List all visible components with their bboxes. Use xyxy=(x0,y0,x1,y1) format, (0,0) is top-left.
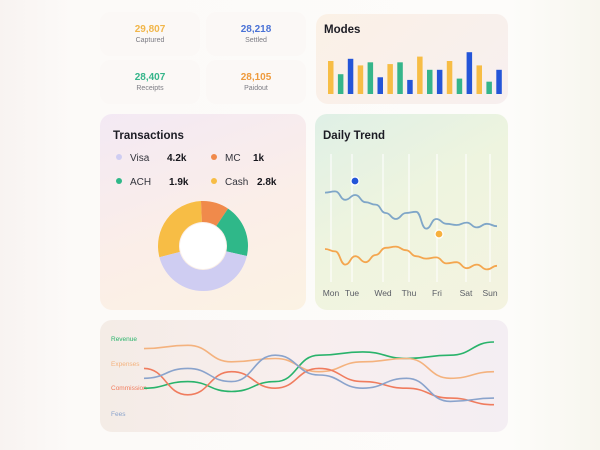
modes-title: Modes xyxy=(324,24,361,36)
legend-cash[interactable]: Cash xyxy=(211,177,248,188)
modes-bar[interactable] xyxy=(417,56,423,94)
stat-value: 28,105 xyxy=(240,72,272,83)
trend-card: Daily Trend Mon Tue Wed Thu Fri Sat Sun xyxy=(315,114,508,310)
trend-marker[interactable] xyxy=(434,229,444,239)
legend-label: MC xyxy=(225,153,241,164)
modes-bar[interactable] xyxy=(367,62,374,94)
trend-day-label: Mon xyxy=(323,288,340,298)
dot-icon xyxy=(116,154,122,160)
modes-bar[interactable] xyxy=(496,69,502,94)
modes-bar[interactable] xyxy=(446,61,453,94)
legend-value: 4.2k xyxy=(167,153,187,164)
wave-line-chart: Revenue Expenses Commission Fees xyxy=(111,336,495,418)
stat-value: 28,407 xyxy=(134,72,166,83)
modes-bar[interactable] xyxy=(397,62,403,94)
modes-bar[interactable] xyxy=(427,69,433,94)
modes-bar[interactable] xyxy=(328,61,334,94)
legend-value-visa: 4.2k xyxy=(167,153,186,164)
legend-value-cash: 2.8k xyxy=(257,177,276,188)
wave-line-fees[interactable] xyxy=(143,354,495,403)
wave-card: Revenue Expenses Commission Fees xyxy=(100,320,508,432)
legend-ach[interactable]: ACH xyxy=(116,177,151,188)
legend-value: 1.9k xyxy=(169,177,189,188)
stat-settled[interactable]: 28,218 Settled xyxy=(206,12,306,56)
trend-day-label: Thu xyxy=(402,288,417,298)
wave-line-expenses[interactable] xyxy=(143,344,495,380)
legend-value-mc: 1k xyxy=(253,153,264,164)
stat-captured[interactable]: 29,807 Captured xyxy=(100,12,200,56)
dot-icon xyxy=(211,154,217,160)
stat-paidout[interactable]: 28,105 Paidout xyxy=(206,60,306,104)
donut-slice-visa[interactable] xyxy=(159,251,247,291)
legend-value: 1k xyxy=(253,153,265,164)
wave-series-label: Commission xyxy=(111,385,147,392)
trend-marker[interactable] xyxy=(350,176,360,186)
stats-panel: 29,807 Captured 28,218 Settled 28,407 Re… xyxy=(100,12,308,104)
trend-line-blue[interactable] xyxy=(324,190,498,230)
legend-label: Visa xyxy=(130,153,150,164)
stat-value: 29,807 xyxy=(134,24,166,35)
modes-bar[interactable] xyxy=(337,74,344,94)
stat-label: Paidout xyxy=(244,85,268,92)
modes-bar[interactable] xyxy=(347,58,354,94)
trend-day-label: Wed xyxy=(374,288,392,298)
modes-bar[interactable] xyxy=(436,69,443,94)
legend-value-ach: 1.9k xyxy=(169,177,188,188)
modes-card: Modes xyxy=(316,14,508,104)
modes-bar[interactable] xyxy=(456,78,463,94)
stat-label: Receipts xyxy=(136,85,164,92)
legend-label: ACH xyxy=(130,177,152,188)
donut-slice-cash[interactable] xyxy=(158,201,202,258)
modes-bar[interactable] xyxy=(486,81,492,94)
modes-bar-chart xyxy=(328,52,502,94)
transactions-donut xyxy=(158,201,248,291)
modes-bar[interactable] xyxy=(357,65,364,94)
trend-day-label: Fri xyxy=(432,288,442,298)
modes-bar[interactable] xyxy=(407,79,413,94)
wave-series-label: Fees xyxy=(111,411,126,418)
dot-icon xyxy=(211,178,217,184)
donut-slice-ach[interactable] xyxy=(216,208,248,257)
modes-bar[interactable] xyxy=(476,65,483,94)
wave-line-revenue[interactable] xyxy=(143,341,495,393)
stat-receipts[interactable]: 28,407 Receipts xyxy=(100,60,200,104)
wave-series-label: Revenue xyxy=(111,336,137,343)
trend-line-chart: Mon Tue Wed Thu Fri Sat Sun xyxy=(323,154,498,298)
trend-day-label: Sat xyxy=(460,288,473,298)
modes-bar[interactable] xyxy=(466,52,473,94)
stat-value: 28,218 xyxy=(240,24,272,35)
modes-bar[interactable] xyxy=(387,64,393,94)
legend-label: Cash xyxy=(225,177,249,188)
trend-line-orange[interactable] xyxy=(324,245,498,271)
donut-slice-mc[interactable] xyxy=(200,201,229,227)
trend-title: Daily Trend xyxy=(323,130,385,142)
transactions-title: Transactions xyxy=(113,130,184,142)
wave-series-label: Expenses xyxy=(111,361,140,368)
legend-value: 2.8k xyxy=(257,177,277,188)
legend-mc[interactable]: MC xyxy=(211,153,241,164)
donut-hole xyxy=(180,223,226,269)
stat-label: Settled xyxy=(245,37,267,44)
dot-icon xyxy=(116,178,122,184)
stat-label: Captured xyxy=(135,37,165,44)
trend-day-label: Sun xyxy=(482,288,497,298)
transactions-card: Transactions Visa 4.2k MC 1k ACH 1.9k Ca… xyxy=(100,114,306,310)
legend-visa[interactable]: Visa xyxy=(116,153,149,164)
trend-day-label: Tue xyxy=(345,288,360,298)
modes-bar[interactable] xyxy=(377,77,384,94)
